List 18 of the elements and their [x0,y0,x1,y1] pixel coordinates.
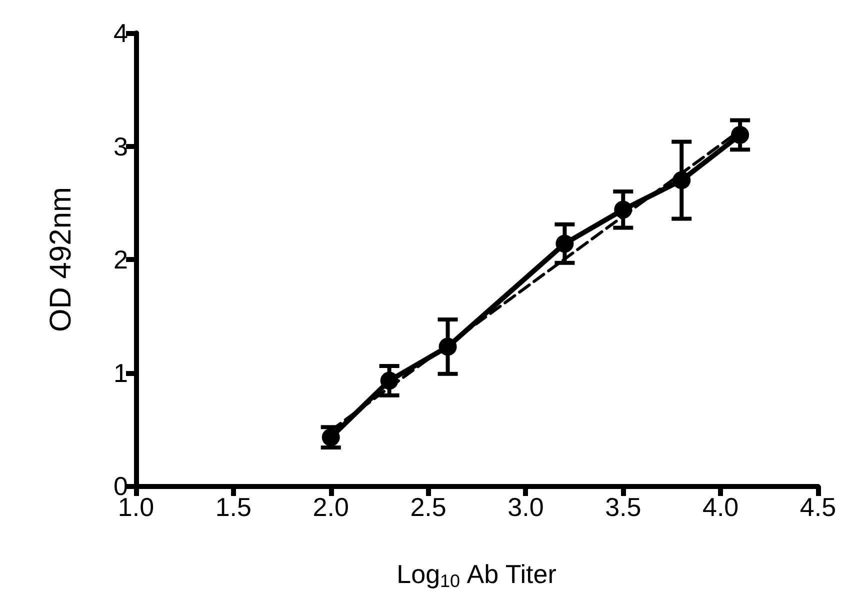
point [556,234,574,253]
point [438,338,457,356]
point [672,171,691,190]
y-tick-label: 1 [114,358,128,388]
x-tick-label: 2.5 [410,492,446,522]
y-axis-title: OD 492nm [44,186,78,332]
x-tick-label: 3.0 [508,492,544,522]
x-tick-label: 4.5 [800,492,836,522]
x-tick-label: 4.0 [702,492,739,522]
x-tick-label: 3.5 [605,492,642,522]
x-tick-label: 1.5 [215,492,252,522]
x-tick-label: 2.0 [312,492,349,522]
y-tick-label: 4 [114,18,128,48]
y-tick-label: 2 [114,244,128,274]
y-tick-label: 3 [114,131,128,162]
point [380,372,398,390]
point [731,126,750,144]
point [614,200,632,219]
